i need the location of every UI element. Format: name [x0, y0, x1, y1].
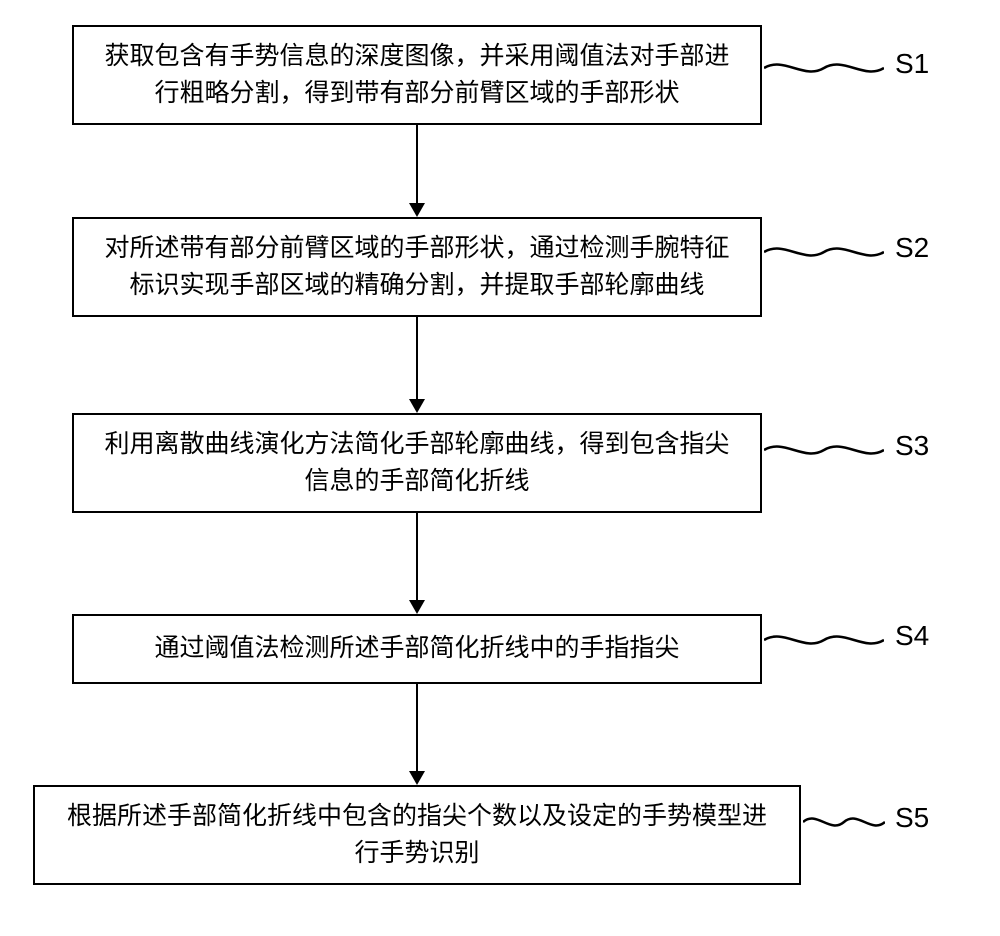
step-text: 利用离散曲线演化方法简化手部轮廓曲线，得到包含指尖信息的手部简化折线	[94, 426, 740, 501]
step-label-s5: S5	[895, 802, 929, 834]
step-box-s4: 通过阈值法检测所述手部简化折线中的手指指尖	[72, 614, 762, 684]
flowchart-canvas: 获取包含有手势信息的深度图像，并采用阈值法对手部进行粗略分割，得到带有部分前臂区…	[0, 0, 1000, 936]
step-label-s1: S1	[895, 48, 929, 80]
step-label-s4: S4	[895, 620, 929, 652]
step-box-s2: 对所述带有部分前臂区域的手部形状，通过检测手腕特征标识实现手部区域的精确分割，并…	[72, 217, 762, 317]
arrow-s1-s2	[416, 125, 418, 203]
arrow-s4-s5	[416, 684, 418, 771]
arrow-head-s2-s3	[409, 399, 425, 413]
connector-squiggle-s2	[764, 240, 884, 270]
connector-squiggle-s5	[803, 810, 885, 840]
step-text: 根据所述手部简化折线中包含的指尖个数以及设定的手势模型进行手势识别	[55, 798, 779, 873]
step-text: 对所述带有部分前臂区域的手部形状，通过检测手腕特征标识实现手部区域的精确分割，并…	[94, 230, 740, 305]
arrow-s2-s3	[416, 317, 418, 399]
step-box-s1: 获取包含有手势信息的深度图像，并采用阈值法对手部进行粗略分割，得到带有部分前臂区…	[72, 25, 762, 125]
connector-squiggle-s1	[764, 56, 884, 86]
step-box-s5: 根据所述手部简化折线中包含的指尖个数以及设定的手势模型进行手势识别	[33, 785, 801, 885]
step-label-s3: S3	[895, 430, 929, 462]
step-text: 通过阈值法检测所述手部简化折线中的手指指尖	[154, 630, 679, 668]
arrow-head-s4-s5	[409, 771, 425, 785]
arrow-head-s1-s2	[409, 203, 425, 217]
step-text: 获取包含有手势信息的深度图像，并采用阈值法对手部进行粗略分割，得到带有部分前臂区…	[94, 38, 740, 113]
step-label-s2: S2	[895, 232, 929, 264]
step-box-s3: 利用离散曲线演化方法简化手部轮廓曲线，得到包含指尖信息的手部简化折线	[72, 413, 762, 513]
arrow-head-s3-s4	[409, 600, 425, 614]
connector-squiggle-s4	[764, 628, 884, 658]
arrow-s3-s4	[416, 513, 418, 600]
connector-squiggle-s3	[764, 438, 884, 468]
